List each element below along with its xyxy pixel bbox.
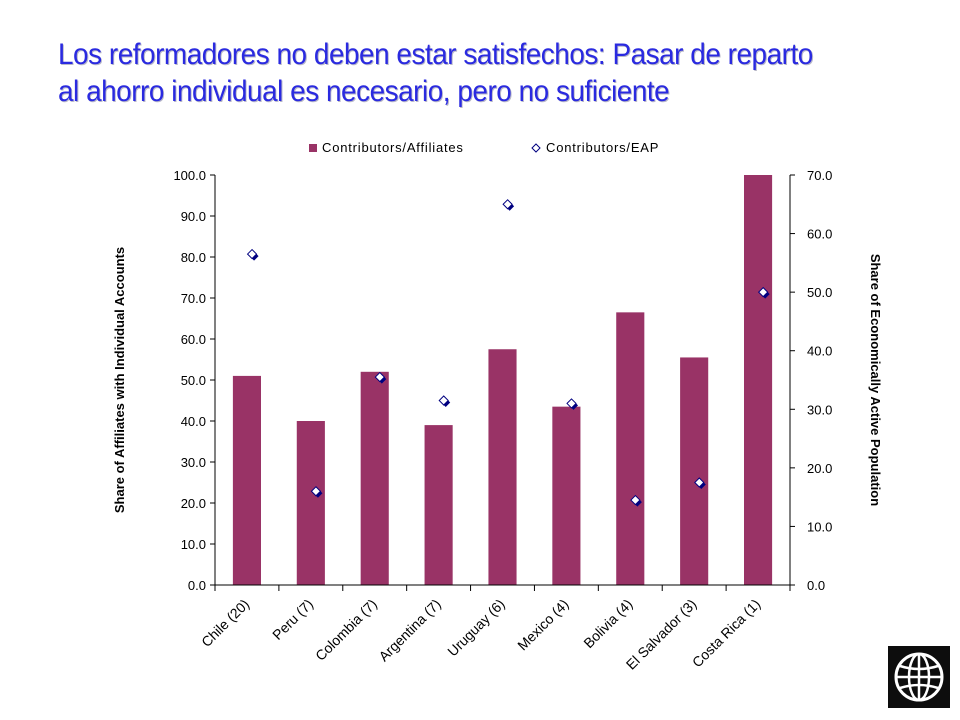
globe-icon xyxy=(894,652,944,702)
bar xyxy=(616,312,645,585)
point xyxy=(566,398,577,409)
legend-swatch-bar xyxy=(309,144,317,152)
point xyxy=(246,248,258,260)
y-tick-label: 50.0 xyxy=(181,373,206,388)
y-axis-title: Share of Affiliates with Individual Acco… xyxy=(112,247,127,513)
x-tick-label: Costa Rica (1) xyxy=(689,596,764,671)
y-tick-label: 0.0 xyxy=(188,578,206,593)
point xyxy=(310,486,322,497)
y-tick-label: 80.0 xyxy=(181,250,206,265)
point xyxy=(757,286,769,298)
slide-title: Los reformadores no deben estar satisfec… xyxy=(58,36,876,110)
point xyxy=(438,395,449,406)
bar xyxy=(680,357,709,585)
y-tick-label: 10.0 xyxy=(181,537,206,552)
world-bank-logo xyxy=(888,646,950,708)
x-tick-label: Bolivia (4) xyxy=(580,596,635,651)
y-tick-label: 30.0 xyxy=(181,455,206,470)
y-tick-label: 20.0 xyxy=(181,496,206,511)
y-right-tick-label: 20.0 xyxy=(807,461,832,476)
x-tick-label: Mexico (4) xyxy=(514,596,572,654)
bar xyxy=(424,425,453,585)
title-line-2: al ahorro individual es necesario, pero … xyxy=(58,75,670,108)
legend-swatch-point xyxy=(531,143,541,153)
x-tick-label: Uruguay (6) xyxy=(444,596,508,660)
y-tick-label: 70.0 xyxy=(181,291,206,306)
point xyxy=(694,477,705,488)
bar xyxy=(232,375,261,585)
bar xyxy=(744,175,773,585)
bar xyxy=(296,421,325,585)
point xyxy=(502,199,513,210)
x-tick-label: Peru (7) xyxy=(269,596,316,643)
y-tick-label: 40.0 xyxy=(181,414,206,429)
y-right-tick-label: 40.0 xyxy=(807,344,832,359)
x-tick-label: Argentina (7) xyxy=(375,596,444,665)
y-right-tick-label: 30.0 xyxy=(807,402,832,417)
legend-label-point: Contributors/EAP xyxy=(546,140,659,155)
y-right-tick-label: 50.0 xyxy=(807,285,832,300)
y-right-tick-label: 0.0 xyxy=(807,578,825,593)
title-line-1: Los reformadores no deben estar satisfec… xyxy=(58,38,813,71)
point xyxy=(374,371,386,383)
bar xyxy=(488,349,517,585)
point xyxy=(630,494,641,506)
y-right-tick-label: 60.0 xyxy=(807,227,832,242)
y-tick-label: 60.0 xyxy=(181,332,206,347)
y-tick-label: 100.0 xyxy=(173,168,206,183)
y-tick-label: 90.0 xyxy=(181,209,206,224)
y-right-axis-title: Share of Economically Active Population xyxy=(868,254,883,506)
y-right-tick-label: 70.0 xyxy=(807,168,832,183)
y-right-tick-label: 10.0 xyxy=(807,519,832,534)
bar xyxy=(360,371,389,585)
bar xyxy=(552,406,581,585)
x-tick-label: Chile (20) xyxy=(198,596,252,650)
x-tick-label: Colombia (7) xyxy=(312,596,380,664)
legend-label-bar: Contributors/Affiliates xyxy=(322,140,464,155)
